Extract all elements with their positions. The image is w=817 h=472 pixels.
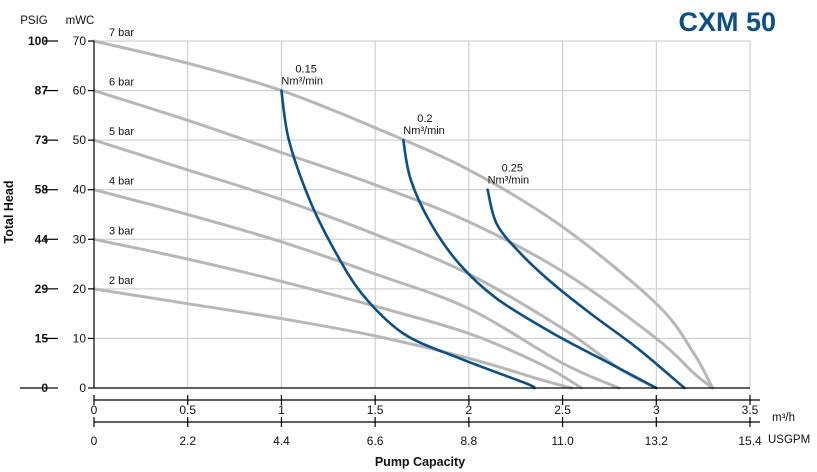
y-tick-label-primary: 0: [79, 381, 86, 395]
y-tick-label-primary: 60: [73, 84, 87, 98]
pressure-curve-label: 4 bar: [109, 176, 134, 188]
y-tick-label-primary: 70: [73, 34, 87, 48]
x-tick-label-secondary: 0: [91, 434, 98, 448]
y-unit-secondary: PSIG: [20, 15, 48, 27]
pressure-curve: [92, 138, 658, 390]
pressure-curves: [92, 39, 714, 390]
pressure-curve-label: 6 bar: [109, 77, 134, 89]
air-consumption-value: 0.2: [417, 113, 432, 125]
pressure-curve-label: 7 bar: [109, 27, 134, 39]
x-axis-title: Pump Capacity: [375, 455, 465, 469]
air-consumption-curves: [280, 89, 686, 390]
air-consumption-value: 0.25: [502, 163, 523, 175]
x-tick-label-secondary: 13.2: [645, 434, 669, 448]
x-tick-label-secondary: 6.6: [367, 434, 384, 448]
x-tick-label-primary: 0: [91, 403, 98, 417]
x-unit-primary: m³/h: [772, 412, 795, 424]
y-tick-label-secondary: 58: [35, 183, 49, 197]
y-tick-label-primary: 20: [73, 282, 87, 296]
x-tick-label-secondary: 15.4: [738, 434, 762, 448]
pressure-curve: [92, 39, 714, 390]
y-tick-label-secondary: 29: [35, 282, 49, 296]
pressure-curve: [92, 287, 574, 390]
air-consumption-curve: [402, 138, 658, 390]
x-tick-label-primary: 1: [278, 403, 285, 417]
y-tick-label-secondary: 73: [35, 133, 49, 147]
y-tick-label-secondary: 15: [35, 331, 49, 345]
air-consumption-value: 0.15: [295, 64, 316, 76]
pressure-curve-label: 3 bar: [109, 225, 134, 237]
air-consumption-unit: Nm³/min: [488, 175, 530, 187]
y-tick-label-primary: 10: [73, 331, 87, 345]
y-tick-label-secondary: 87: [35, 84, 49, 98]
air-consumption-curve: [280, 89, 536, 390]
y-tick-label-primary: 50: [73, 133, 87, 147]
x-unit-secondary: USGPM: [768, 434, 810, 446]
air-consumption-curve: [486, 188, 686, 390]
pressure-curve-label: 2 bar: [109, 275, 134, 287]
air-consumption-unit: Nm³/min: [403, 125, 445, 137]
x-tick-label-primary: 0.5: [179, 403, 196, 417]
y-axis-title: Total Head: [2, 181, 16, 244]
x-tick-label-primary: 2: [466, 403, 473, 417]
y-tick-label-secondary: 44: [35, 232, 49, 246]
grid: [94, 40, 751, 388]
pressure-curve: [92, 188, 621, 390]
x-tick-label-secondary: 11.0: [551, 434, 574, 448]
x-tick-label-secondary: 8.8: [461, 434, 478, 448]
x-tick-label-secondary: 4.4: [273, 434, 290, 448]
air-consumption-unit: Nm³/min: [281, 76, 323, 88]
x-tick-label-secondary: 2.2: [179, 434, 196, 448]
x-tick-label-primary: 3: [653, 403, 660, 417]
pressure-curve: [92, 89, 714, 390]
x-tick-label-primary: 3.5: [742, 403, 759, 417]
pressure-curve-label: 5 bar: [109, 126, 134, 138]
y-unit-primary: mWC: [66, 15, 95, 27]
y-tick-label-primary: 30: [73, 232, 87, 246]
x-tick-label-primary: 1.5: [367, 403, 384, 417]
y-tick-label-secondary: 0: [41, 381, 48, 395]
axes: [20, 40, 760, 427]
chart-title: CXM 50: [678, 7, 776, 37]
pressure-curve: [92, 237, 583, 390]
x-tick-label-primary: 2.5: [554, 403, 571, 417]
y-tick-label-primary: 40: [73, 183, 87, 197]
y-tick-label-secondary: 100: [28, 34, 48, 48]
